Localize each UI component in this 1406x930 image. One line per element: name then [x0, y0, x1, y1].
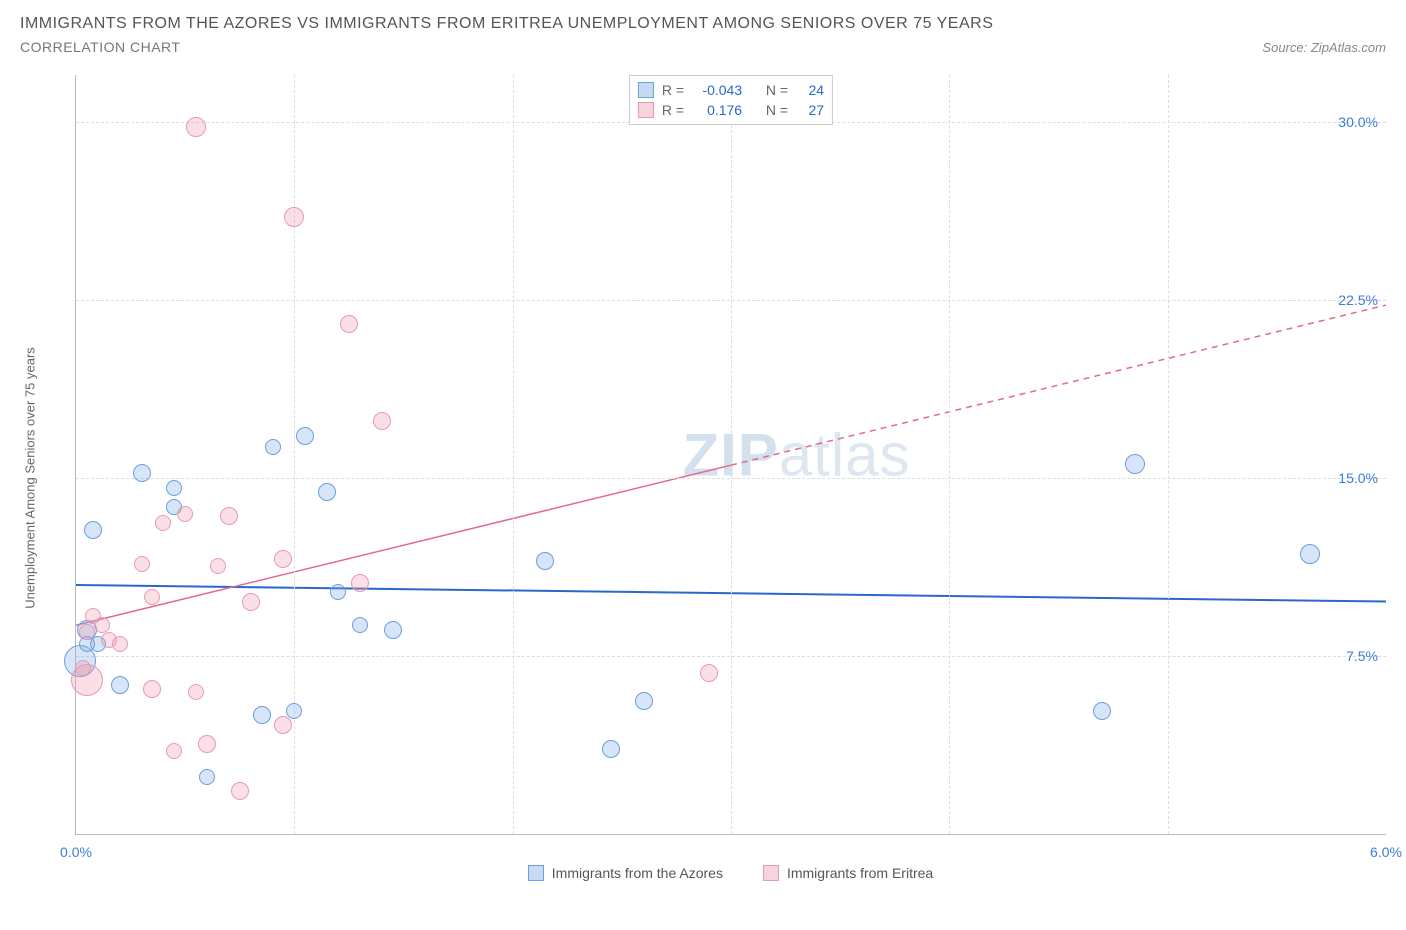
data-point [85, 608, 101, 624]
y-tick-label: 7.5% [1346, 648, 1378, 664]
data-point [330, 584, 346, 600]
data-point [84, 521, 102, 539]
chart-subtitle: CORRELATION CHART [20, 39, 993, 55]
data-point [274, 550, 292, 568]
y-tick-label: 22.5% [1338, 292, 1378, 308]
series-legend: Immigrants from the Azores Immigrants fro… [75, 865, 1386, 881]
scatter-plot: ZIPatlas R =-0.043 N =24R =0.176 N =27 7… [75, 75, 1386, 835]
vgridline [1168, 75, 1169, 834]
source-label: Source: [1262, 40, 1307, 55]
stats-row: R = -0.043 N = 24 [638, 80, 824, 100]
n-label: N = [766, 82, 788, 98]
legend-item: Immigrants from the Azores [528, 865, 723, 881]
data-point [111, 676, 129, 694]
data-point [284, 207, 304, 227]
y-axis-label: Unemployment Among Seniors over 75 years [23, 347, 38, 609]
data-point [265, 439, 281, 455]
y-tick-label: 30.0% [1338, 114, 1378, 130]
legend-item: Immigrants from Eritrea [763, 865, 933, 881]
data-point [1300, 544, 1320, 564]
data-point [166, 480, 182, 496]
data-point [112, 636, 128, 652]
stats-legend-box: R = -0.043 N = 24 R = 0.176 N = 27 [629, 75, 833, 125]
data-point [536, 552, 554, 570]
data-point [373, 412, 391, 430]
data-point [351, 574, 369, 592]
data-point [166, 743, 182, 759]
data-point [700, 664, 718, 682]
data-point [274, 716, 292, 734]
data-point [1125, 454, 1145, 474]
r-value: -0.043 [692, 82, 742, 98]
data-point [144, 589, 160, 605]
legend-swatch [763, 865, 779, 881]
x-tick-label: 0.0% [60, 844, 92, 860]
data-point [79, 624, 95, 640]
series-swatch [638, 82, 654, 98]
data-point [134, 556, 150, 572]
data-point [199, 769, 215, 785]
source-name: ZipAtlas.com [1311, 40, 1386, 55]
n-value: 24 [796, 82, 824, 98]
data-point [340, 315, 358, 333]
data-point [1093, 702, 1111, 720]
n-label: N = [766, 102, 788, 118]
data-point [318, 483, 336, 501]
legend-swatch [528, 865, 544, 881]
source-attribution: Source: ZipAtlas.com [1262, 40, 1386, 55]
data-point [220, 507, 238, 525]
n-value: 27 [796, 102, 824, 118]
series-swatch [638, 102, 654, 118]
chart-area: Unemployment Among Seniors over 75 years… [20, 75, 1386, 881]
data-point [186, 117, 206, 137]
vgridline [513, 75, 514, 834]
r-label: R = [662, 102, 684, 118]
data-point [602, 740, 620, 758]
legend-label: Immigrants from Eritrea [787, 865, 933, 881]
vgridline [294, 75, 295, 834]
data-point [286, 703, 302, 719]
data-point [155, 515, 171, 531]
vgridline [731, 75, 732, 834]
data-point [296, 427, 314, 445]
data-point [253, 706, 271, 724]
stats-row: R = 0.176 N = 27 [638, 100, 824, 120]
data-point [231, 782, 249, 800]
data-point [198, 735, 216, 753]
r-value: 0.176 [692, 102, 742, 118]
chart-title: IMMIGRANTS FROM THE AZORES VS IMMIGRANTS… [20, 15, 993, 33]
data-point [177, 506, 193, 522]
data-point [352, 617, 368, 633]
data-point [188, 684, 204, 700]
data-point [75, 660, 91, 676]
data-point [384, 621, 402, 639]
data-point [242, 593, 260, 611]
r-label: R = [662, 82, 684, 98]
x-tick-label: 6.0% [1370, 844, 1402, 860]
data-point [210, 558, 226, 574]
data-point [635, 692, 653, 710]
data-point [133, 464, 151, 482]
vgridline [949, 75, 950, 834]
legend-label: Immigrants from the Azores [552, 865, 723, 881]
y-tick-label: 15.0% [1338, 470, 1378, 486]
data-point [143, 680, 161, 698]
